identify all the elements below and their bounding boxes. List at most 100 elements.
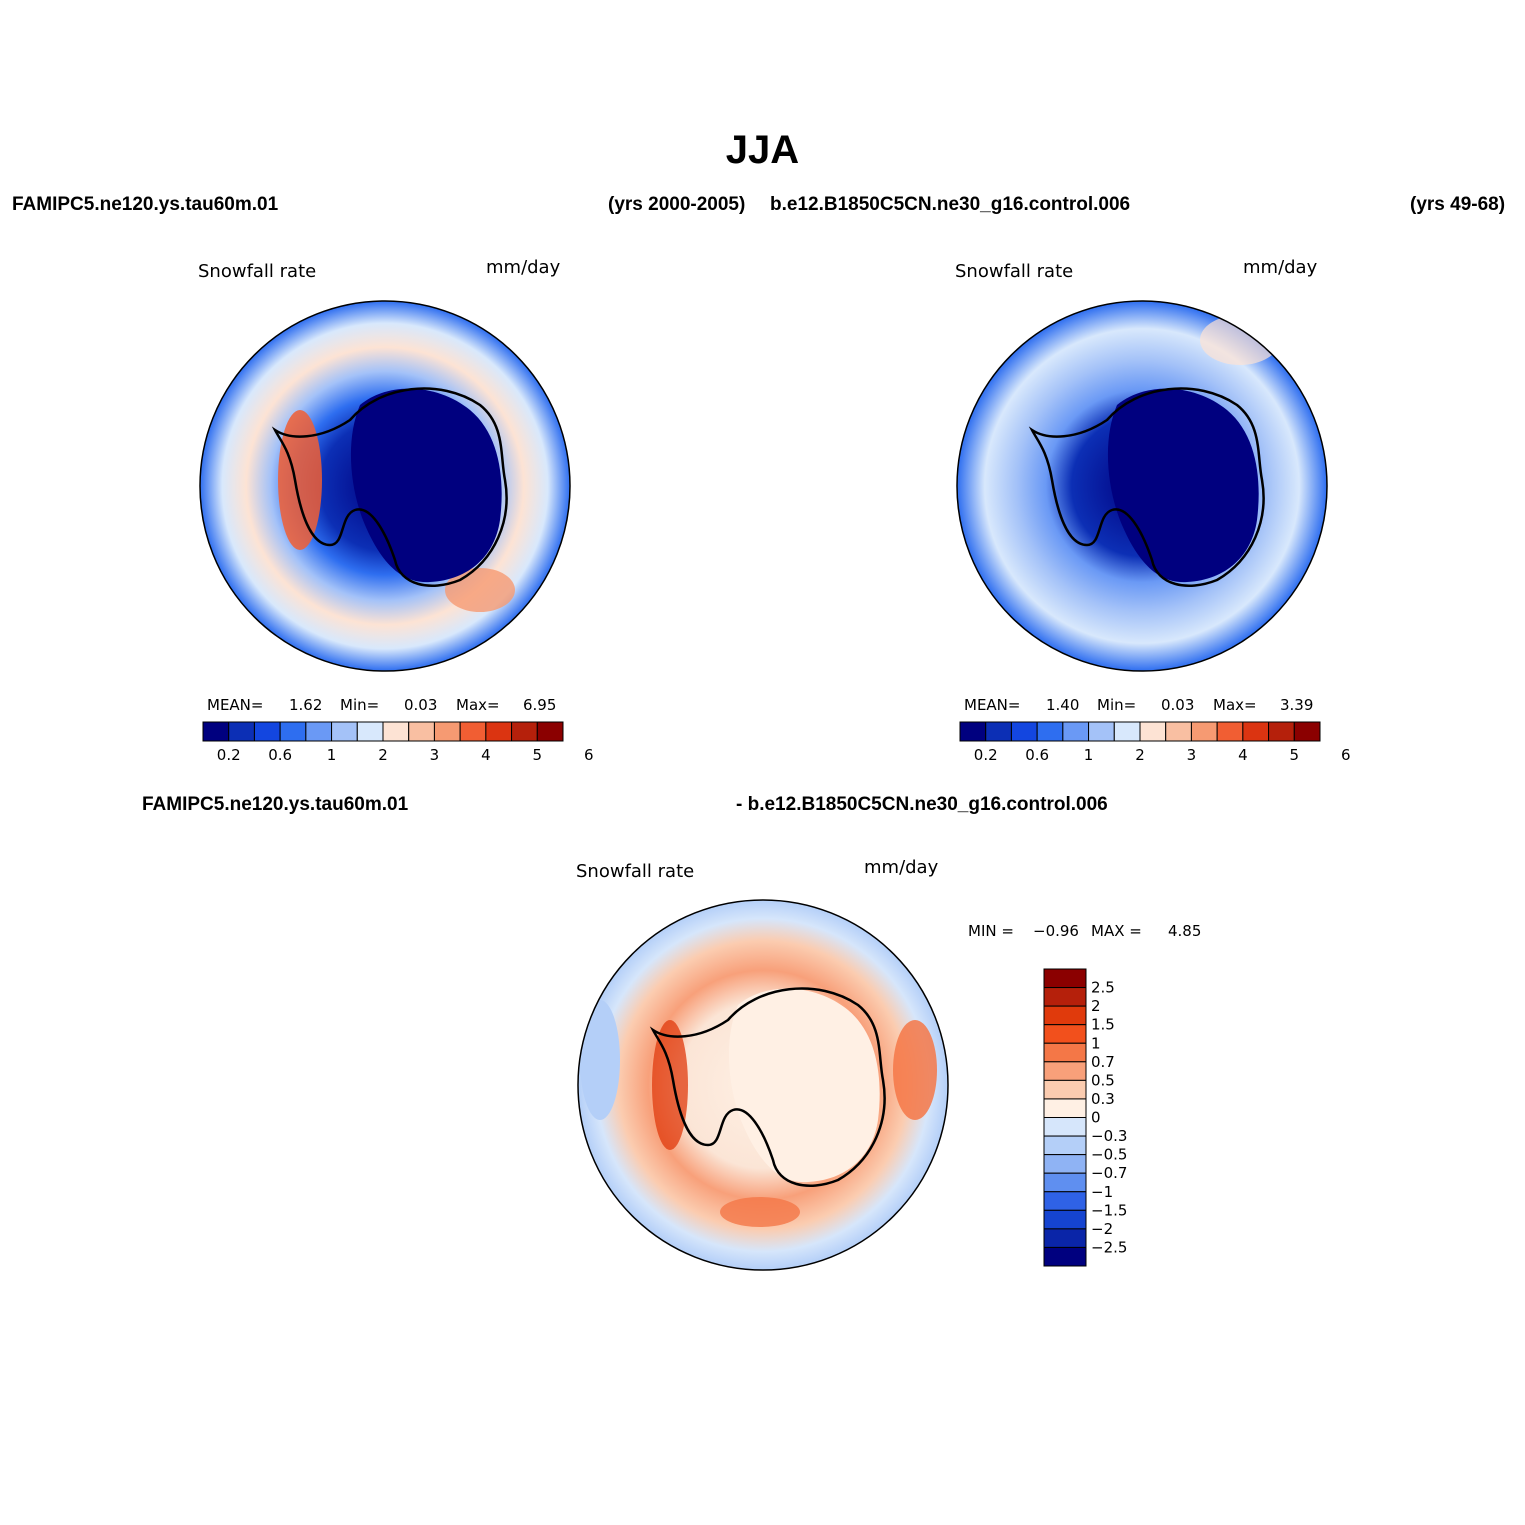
panel1-max-value: 6.95 <box>523 696 557 714</box>
panel2-mean-label: MEAN= <box>964 696 1021 714</box>
map3-antarctica-interior <box>728 988 880 1183</box>
colorbar-1-swatch <box>382 721 410 742</box>
colorbar-2-swatch <box>1268 721 1295 742</box>
top-right-years-label: (yrs 49-68) <box>1410 194 1506 215</box>
colorbar-2-swatch <box>985 721 1012 742</box>
colorbar-2-swatch <box>959 721 987 742</box>
colorbar-3-swatch <box>1043 1172 1087 1193</box>
colorbar-3-swatch <box>1043 1024 1087 1044</box>
colorbar-1-swatch <box>356 721 384 742</box>
colorbar-3-tick-label: 0 <box>1091 1109 1101 1127</box>
colorbar-1-tick-label: 3 <box>430 746 440 764</box>
map-panel-2 <box>956 300 1328 672</box>
diff-case-b-label: - b.e12.B1850C5CN.ne30_g16.control.006 <box>736 794 1108 815</box>
colorbar-1-swatch <box>202 721 230 742</box>
colorbar-2-swatch <box>1242 721 1270 742</box>
colorbar-3-tick-label: 1.5 <box>1091 1016 1115 1034</box>
colorbar-1-swatch <box>279 721 307 742</box>
top-right-case-label: b.e12.B1850C5CN.ne30_g16.control.006 <box>770 194 1131 215</box>
panel2-mean-value: 1.40 <box>1046 696 1080 714</box>
colorbar-2-swatch <box>1293 721 1321 742</box>
panel2-units-label: mm/day <box>1243 257 1318 278</box>
colorbar-3-tick-label: −0.3 <box>1091 1127 1127 1145</box>
panel1-mean-label: MEAN= <box>207 696 264 714</box>
colorbar-3-tick-label: 0.7 <box>1091 1053 1115 1071</box>
colorbar-2-tick-label: 0.6 <box>1025 746 1049 764</box>
panel3-max-label: MAX = <box>1091 922 1142 940</box>
map-panel-1 <box>199 300 571 672</box>
colorbar-3-swatch <box>1043 1191 1087 1211</box>
colorbar-3-swatch <box>1043 1228 1087 1248</box>
panel1-max-label: Max= <box>456 696 500 714</box>
colorbar-3-tick-label: 2 <box>1091 997 1101 1015</box>
map2-light-patch <box>1200 315 1280 365</box>
colorbar-2-tick-label: 4 <box>1238 746 1248 764</box>
colorbar-1-swatch <box>485 721 513 742</box>
map1-coastline <box>271 387 508 587</box>
panel1-mean-value: 1.62 <box>289 696 323 714</box>
colorbar-1-swatch <box>331 721 358 742</box>
colorbar-3-tick-label: −2.5 <box>1091 1238 1127 1256</box>
colorbar-1-swatch <box>511 721 538 742</box>
colorbar-3-tick-label: 0.3 <box>1091 1090 1115 1108</box>
map1-peninsula-snow-band <box>278 410 322 550</box>
colorbar-1-tick-label: 6 <box>584 746 594 764</box>
colorbar-1-tick-label: 0.6 <box>268 746 292 764</box>
colorbar-1-swatch <box>228 721 255 742</box>
colorbar-1-swatch <box>408 721 435 742</box>
colorbar-1-tick-label: 1 <box>327 746 337 764</box>
panel3-min-label: MIN = <box>968 922 1014 940</box>
colorbar-3-tick-label: 1 <box>1091 1034 1101 1052</box>
map2-outline <box>956 300 1328 672</box>
colorbar-3-swatch <box>1043 1246 1087 1267</box>
colorbar-3-swatch <box>1043 1061 1087 1081</box>
panel2-min-label: Min= <box>1097 696 1137 714</box>
colorbar-2-swatch <box>1062 721 1090 742</box>
map3-southern-positive <box>720 1197 800 1227</box>
panel1-variable-label: Snowfall rate <box>198 261 317 282</box>
colorbar-2-swatch <box>1010 721 1038 742</box>
colorbar-2-swatch <box>1113 721 1141 742</box>
top-left-case-label: FAMIPC5.ne120.ys.tau60m.01 <box>12 194 279 215</box>
colorbar-3-swatch <box>1043 1154 1087 1174</box>
colorbar-1-swatch <box>253 721 281 742</box>
colorbar-1-tick-label: 0.2 <box>217 746 241 764</box>
colorbar-1-tick-label: 2 <box>378 746 388 764</box>
colorbar-1-swatch <box>433 721 461 742</box>
map-panel-3 <box>577 899 949 1271</box>
panel1-min-value: 0.03 <box>404 696 438 714</box>
colorbar-1-swatch <box>459 721 487 742</box>
map3-outline <box>577 899 949 1271</box>
colorbar-3-tick-label: 0.5 <box>1091 1071 1115 1089</box>
colorbar-2-swatch <box>1139 721 1167 742</box>
colorbar-3-swatch <box>1043 1042 1087 1063</box>
colorbar-3-swatch <box>1043 1005 1087 1026</box>
colorbar-2-swatch <box>1088 721 1115 742</box>
colorbar-3-swatch <box>1043 1117 1087 1137</box>
map3-western-negative <box>580 1000 620 1120</box>
colorbar-3-tick-label: −0.7 <box>1091 1164 1127 1182</box>
colorbar-2-tick-label: 0.2 <box>974 746 998 764</box>
map1-antarctica-interior <box>350 388 502 583</box>
colorbar-3-swatch <box>1043 987 1087 1007</box>
top-left-years-label: (yrs 2000-2005) <box>608 194 746 215</box>
map3-coastline <box>649 987 886 1187</box>
map2-coastline <box>1028 387 1265 587</box>
panel1-min-label: Min= <box>340 696 380 714</box>
diff-case-a-label: FAMIPC5.ne120.ys.tau60m.01 <box>142 794 409 815</box>
map1-outline <box>199 300 571 672</box>
colorbar-3-swatch <box>1043 1135 1087 1156</box>
colorbar-3-tick-label: −1 <box>1091 1183 1113 1201</box>
colorbar-2-tick-label: 6 <box>1341 746 1351 764</box>
colorbar-3-tick-label: −2 <box>1091 1220 1113 1238</box>
colorbar-2-tick-label: 2 <box>1135 746 1145 764</box>
colorbar-3-swatch <box>1043 1079 1087 1100</box>
colorbar-2-swatch <box>1036 721 1064 742</box>
colorbar-1: 0.2 0.6 1 2 3 4 5 6 <box>202 721 594 764</box>
colorbar-3-tick-label: 2.5 <box>1091 979 1115 997</box>
panel2-min-value: 0.03 <box>1161 696 1195 714</box>
colorbar-3-swatch <box>1043 968 1087 989</box>
colorbar-3-tick-label: −1.5 <box>1091 1201 1127 1219</box>
map3-eastern-positive <box>893 1020 937 1120</box>
